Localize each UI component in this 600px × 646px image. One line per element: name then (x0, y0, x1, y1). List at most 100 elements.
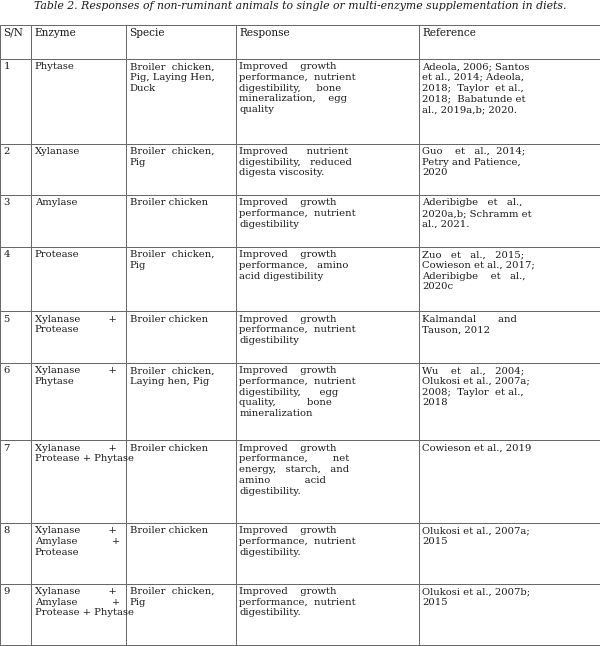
Bar (236, 523, 419, 584)
Text: Specie: Specie (130, 28, 165, 37)
Bar (236, 143, 419, 195)
Text: 3: 3 (4, 198, 10, 207)
Bar (236, 25, 419, 59)
Bar (0, 25, 31, 59)
Text: 7: 7 (4, 444, 10, 453)
Bar (31, 59, 126, 143)
Bar (236, 363, 419, 441)
Text: Improved    growth
performance,  nutrient
digestibility.: Improved growth performance, nutrient di… (239, 526, 356, 557)
Bar (236, 59, 419, 143)
Text: Improved    growth
performance,   amino
acid digestibility: Improved growth performance, amino acid … (239, 250, 349, 280)
Text: Adeola, 2006; Santos
et al., 2014; Adeola,
2018;  Taylor  et al.,
2018;  Babatun: Adeola, 2006; Santos et al., 2014; Adeol… (422, 62, 530, 114)
Bar (419, 143, 600, 195)
Text: Improved    growth
performance,  nutrient
digestibility,      egg
quality,      : Improved growth performance, nutrient di… (239, 366, 356, 418)
Text: Reference: Reference (422, 28, 476, 37)
Bar (31, 311, 126, 363)
Text: Xylanase         +
Protease: Xylanase + Protease (35, 315, 116, 335)
Text: 6: 6 (4, 366, 10, 375)
Bar (126, 247, 236, 311)
Bar (0, 59, 31, 143)
Bar (0, 143, 31, 195)
Bar (126, 363, 236, 441)
Bar (0, 247, 31, 311)
Text: Kalmandal       and
Tauson, 2012: Kalmandal and Tauson, 2012 (422, 315, 517, 335)
Bar (31, 523, 126, 584)
Text: Improved      nutrient
digestibility,   reduced
digesta viscosity.: Improved nutrient digestibility, reduced… (239, 147, 352, 177)
Bar (419, 584, 600, 645)
Bar (0, 311, 31, 363)
Bar (236, 311, 419, 363)
Text: Table 2. Responses of non-ruminant animals to single or multi-enzyme supplementa: Table 2. Responses of non-ruminant anima… (34, 1, 566, 11)
Bar (0, 195, 31, 247)
Text: Improved    growth
performance,  nutrient
digestibility: Improved growth performance, nutrient di… (239, 198, 356, 229)
Text: Improved    growth
performance,  nutrient
digestibility: Improved growth performance, nutrient di… (239, 315, 356, 345)
Text: Xylanase         +
Amylase           +
Protease + Phytase: Xylanase + Amylase + Protease + Phytase (35, 587, 134, 618)
Text: Broiler  chicken,
Pig: Broiler chicken, Pig (130, 147, 214, 167)
Bar (126, 143, 236, 195)
Text: Cowieson et al., 2019: Cowieson et al., 2019 (422, 444, 532, 453)
Text: Improved    growth
performance,  nutrient
digestibility,     bone
mineralization: Improved growth performance, nutrient di… (239, 62, 356, 114)
Text: Improved    growth
performance,  nutrient
digestibility.: Improved growth performance, nutrient di… (239, 587, 356, 618)
Bar (31, 195, 126, 247)
Bar (236, 441, 419, 523)
Text: Protease: Protease (35, 250, 79, 259)
Text: Xylanase: Xylanase (35, 147, 80, 156)
Bar (0, 363, 31, 441)
Bar (419, 247, 600, 311)
Text: 9: 9 (4, 587, 10, 596)
Text: Zuo   et   al.,   2015;
Cowieson et al., 2017;
Aderibigbe    et   al.,
2020c: Zuo et al., 2015; Cowieson et al., 2017;… (422, 250, 535, 291)
Bar (419, 195, 600, 247)
Bar (126, 25, 236, 59)
Text: Improved    growth
performance,        net
energy,   starch,   and
amino        : Improved growth performance, net energy,… (239, 444, 350, 495)
Text: Broiler chicken: Broiler chicken (130, 526, 208, 535)
Bar (31, 584, 126, 645)
Bar (419, 363, 600, 441)
Bar (126, 195, 236, 247)
Text: Broiler chicken: Broiler chicken (130, 315, 208, 324)
Text: Xylanase         +
Amylase           +
Protease: Xylanase + Amylase + Protease (35, 526, 120, 557)
Text: Broiler  chicken,
Pig: Broiler chicken, Pig (130, 587, 214, 607)
Text: Enzyme: Enzyme (35, 28, 77, 37)
Text: Olukosi et al., 2007b;
2015: Olukosi et al., 2007b; 2015 (422, 587, 530, 607)
Text: Broiler  chicken,
Laying hen, Pig: Broiler chicken, Laying hen, Pig (130, 366, 214, 386)
Text: Xylanase         +
Phytase: Xylanase + Phytase (35, 366, 116, 386)
Bar (419, 25, 600, 59)
Text: Guo    et   al.,  2014;
Petry and Patience,
2020: Guo et al., 2014; Petry and Patience, 20… (422, 147, 526, 177)
Bar (419, 311, 600, 363)
Text: Phytase: Phytase (35, 62, 74, 71)
Text: 1: 1 (4, 62, 10, 71)
Bar (419, 59, 600, 143)
Bar (31, 143, 126, 195)
Bar (126, 584, 236, 645)
Bar (31, 25, 126, 59)
Text: 4: 4 (4, 250, 10, 259)
Text: 8: 8 (4, 526, 10, 535)
Bar (126, 311, 236, 363)
Bar (236, 195, 419, 247)
Bar (236, 584, 419, 645)
Text: Broiler chicken: Broiler chicken (130, 444, 208, 453)
Text: S/N: S/N (4, 28, 23, 37)
Text: Broiler  chicken,
Pig, Laying Hen,
Duck: Broiler chicken, Pig, Laying Hen, Duck (130, 62, 214, 92)
Text: Broiler  chicken,
Pig: Broiler chicken, Pig (130, 250, 214, 270)
Bar (0, 584, 31, 645)
Bar (419, 523, 600, 584)
Text: Response: Response (239, 28, 290, 37)
Text: Olukosi et al., 2007a;
2015: Olukosi et al., 2007a; 2015 (422, 526, 530, 546)
Bar (0, 523, 31, 584)
Text: Wu    et   al.,   2004;
Olukosi et al., 2007a;
2008;  Taylor  et al.,
2018: Wu et al., 2004; Olukosi et al., 2007a; … (422, 366, 530, 408)
Bar (236, 247, 419, 311)
Bar (126, 441, 236, 523)
Bar (419, 441, 600, 523)
Text: 5: 5 (4, 315, 10, 324)
Text: Aderibigbe   et   al.,
2020a,b; Schramm et
al., 2021.: Aderibigbe et al., 2020a,b; Schramm et a… (422, 198, 532, 229)
Text: Broiler chicken: Broiler chicken (130, 198, 208, 207)
Bar (126, 523, 236, 584)
Text: Xylanase         +
Protease + Phytase: Xylanase + Protease + Phytase (35, 444, 134, 463)
Bar (31, 363, 126, 441)
Bar (0, 441, 31, 523)
Text: 2: 2 (4, 147, 10, 156)
Text: Amylase: Amylase (35, 198, 77, 207)
Bar (31, 247, 126, 311)
Bar (31, 441, 126, 523)
